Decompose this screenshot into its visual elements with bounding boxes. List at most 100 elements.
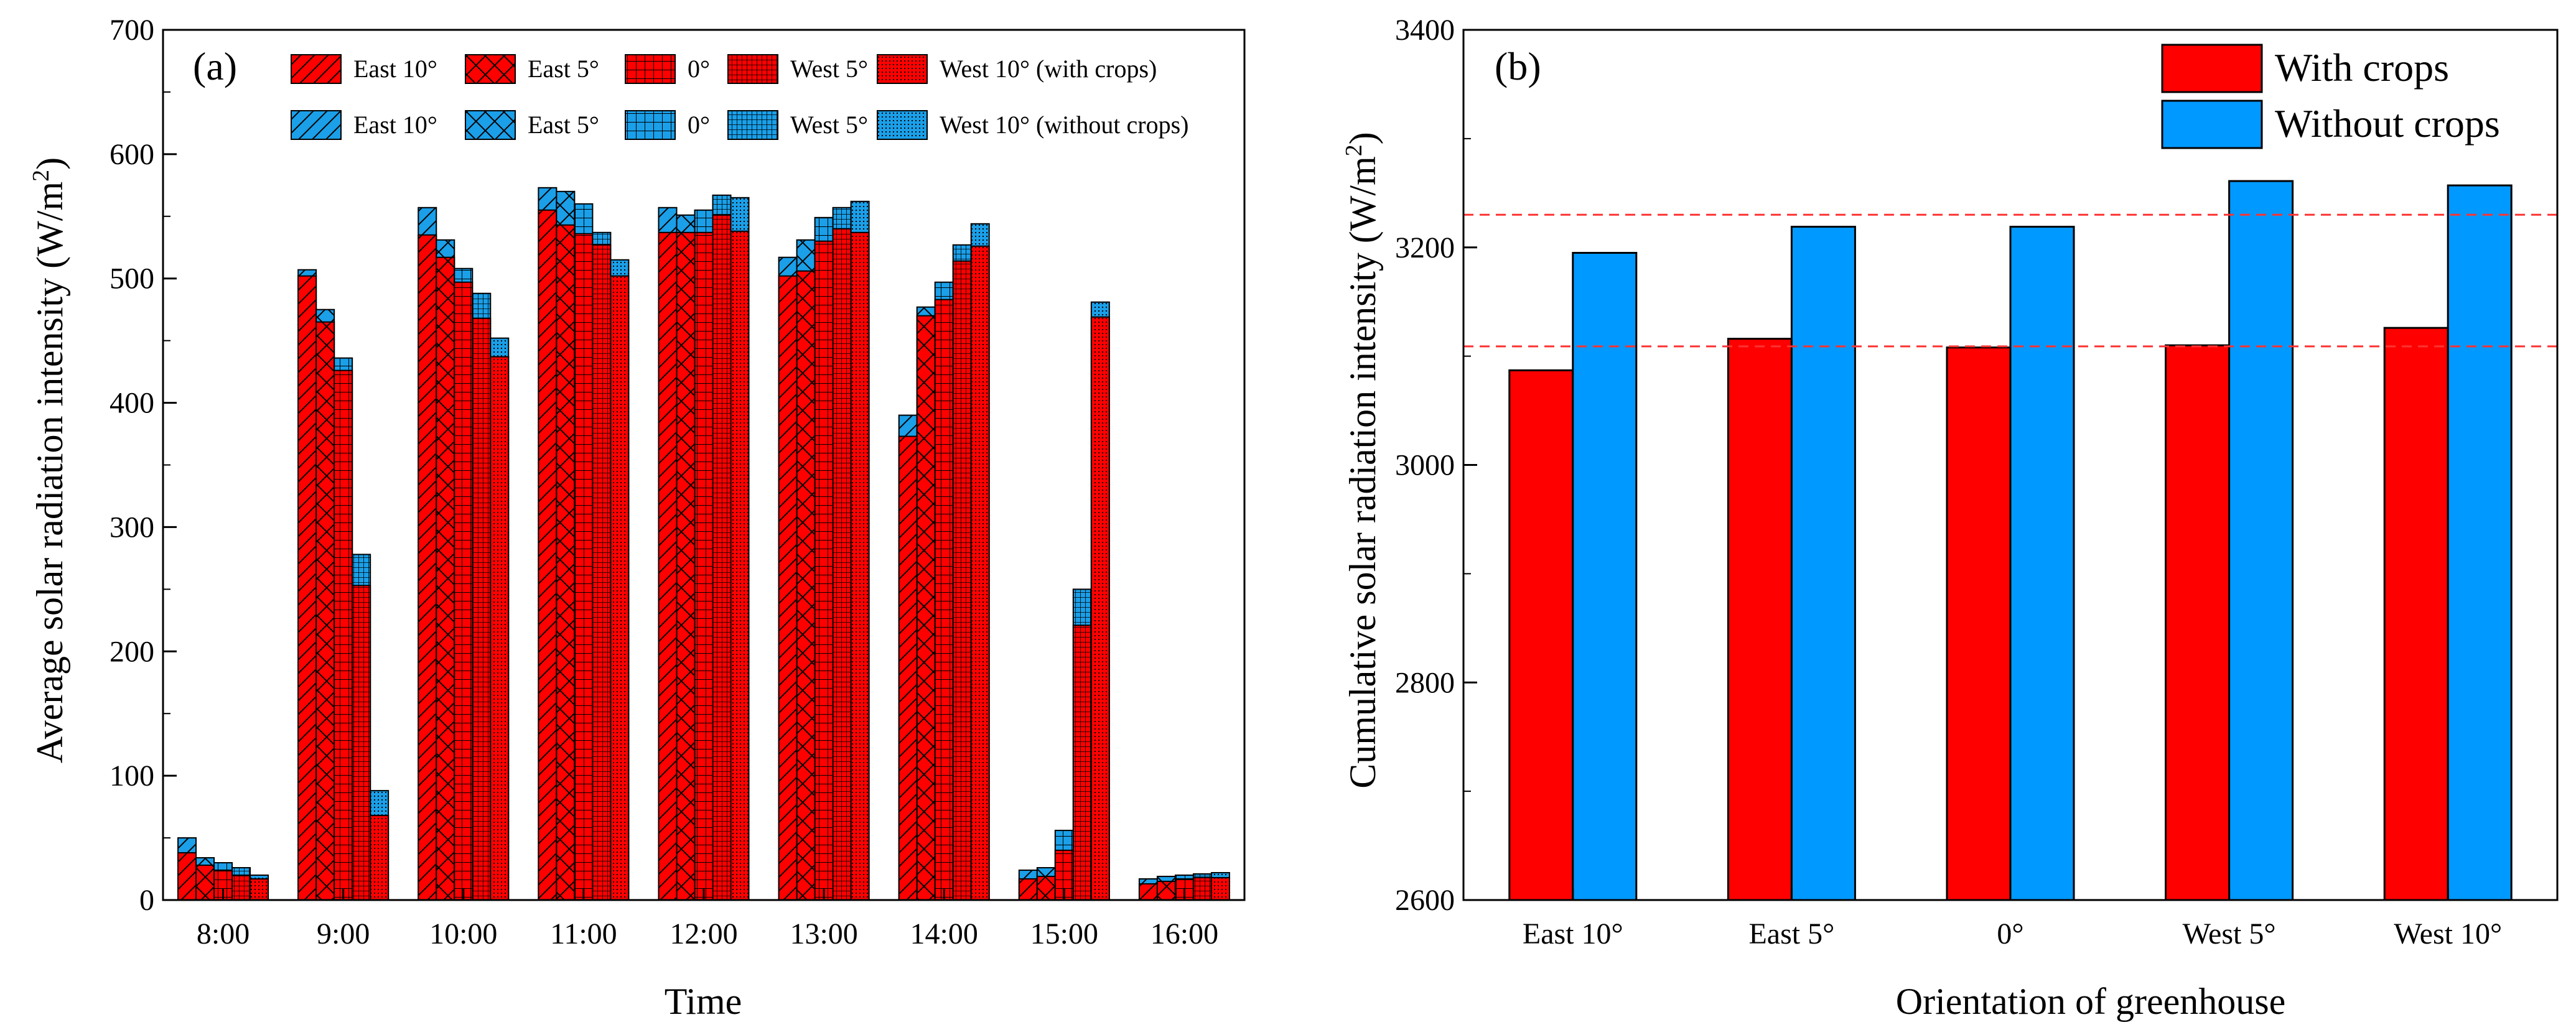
bar-a-with-crops-hatch bbox=[796, 271, 815, 900]
bar-a-with-crops-hatch bbox=[454, 282, 473, 901]
bar-a-with-crops-hatch bbox=[556, 225, 575, 900]
panel-b-y-tick-label: 3200 bbox=[1395, 231, 1455, 264]
bar-a-with-crops-hatch bbox=[490, 356, 509, 900]
bar-a-with-crops-hatch bbox=[196, 865, 215, 900]
bar-a-with-crops-hatch bbox=[833, 228, 851, 900]
panel-a-x-tick-label: 10:00 bbox=[429, 917, 497, 950]
panel-b-y-tick-label: 3400 bbox=[1395, 14, 1455, 47]
bar-a-with-crops-hatch bbox=[953, 261, 971, 901]
panel-a-y-tick-label: 400 bbox=[110, 387, 154, 420]
panel-a-x-axis: 8:00 9:00 10:00 11:00 12:00 13:00 14:00 15:00 16… bbox=[197, 889, 1218, 950]
panel-a-legend-label: East 5° bbox=[528, 55, 599, 83]
panel-a-legend-label: 0° bbox=[688, 55, 710, 83]
panel-b-reference-lines bbox=[1463, 213, 2557, 348]
panel-a-legend-swatch-hatch bbox=[465, 111, 515, 139]
bar-a-with-crops-hatch bbox=[1193, 878, 1211, 900]
bar-a-with-crops-hatch bbox=[370, 815, 389, 900]
panel-a-x-tick-label: 14:00 bbox=[910, 917, 978, 950]
panel-a-x-tick-label: 8:00 bbox=[197, 917, 250, 950]
bar-a-with-crops-hatch bbox=[298, 276, 317, 900]
bar-a-with-crops-hatch bbox=[232, 875, 251, 900]
bar-a-with-crops-hatch bbox=[1037, 876, 1055, 900]
panel-b-y-axis-label: Cumulative solar radiation intensity (W/… bbox=[1341, 132, 1383, 788]
panel-a-x-tick-label: 15:00 bbox=[1030, 917, 1098, 950]
panel-a-legend-swatch-hatch bbox=[625, 111, 675, 139]
bar-a-with-crops-hatch bbox=[1157, 881, 1175, 900]
panel-b-bars bbox=[1508, 180, 2513, 901]
bar-b-with-crops bbox=[2165, 344, 2231, 901]
bar-a-with-crops-hatch bbox=[917, 315, 935, 901]
panel-b-legend-label: Without crops bbox=[2275, 101, 2500, 146]
bar-b-without-crops bbox=[2447, 184, 2513, 901]
panel-a-legend-label: West 5° bbox=[790, 111, 868, 139]
panel-a-legend-swatch-hatch bbox=[465, 55, 515, 83]
bar-a-with-crops-hatch bbox=[250, 879, 269, 900]
bar-a-with-crops-hatch bbox=[178, 853, 197, 900]
panel-a-x-tick-label: 13:00 bbox=[790, 917, 857, 950]
panel-a-legend-label: West 10° (without crops) bbox=[940, 111, 1189, 139]
panel-a-legend-swatch-hatch bbox=[728, 111, 778, 139]
bar-a-with-crops-hatch bbox=[676, 232, 695, 901]
bar-b-without-crops bbox=[1790, 226, 1856, 901]
panel-a-bars bbox=[177, 187, 1230, 901]
bar-a-with-crops-hatch bbox=[610, 276, 629, 900]
panel-a-legend-swatch-hatch bbox=[625, 55, 675, 83]
bar-a-with-crops-hatch bbox=[352, 585, 371, 900]
panel-a-legend-label: West 10° (with crops) bbox=[940, 55, 1157, 83]
panel-a-legend-label: West 5° bbox=[790, 55, 868, 83]
panel-b-x-tick-label: East 10° bbox=[1523, 917, 1623, 950]
panel-a-legend-label: East 5° bbox=[528, 111, 599, 139]
bar-a-with-crops-hatch bbox=[1019, 879, 1037, 900]
panel-b-x-tick-label: West 5° bbox=[2183, 917, 2276, 950]
bar-a-with-crops-hatch bbox=[1091, 317, 1109, 900]
panel-a: 0 100 200 300 400 500 600 700 8:00 9:00 10:00 11:0… bbox=[28, 14, 1246, 1022]
panel-a-y-tick-label: 700 bbox=[110, 14, 154, 47]
bar-b-without-crops bbox=[2009, 226, 2075, 901]
panel-b-y-axis: 2600 2800 3000 3200 3400 bbox=[1395, 14, 1477, 917]
panel-a-legend-swatch-hatch bbox=[291, 55, 341, 83]
panel-b-x-tick-label: 0° bbox=[1997, 917, 2023, 950]
bar-a-with-crops-hatch bbox=[418, 234, 437, 900]
bar-a-with-crops-hatch bbox=[778, 276, 797, 900]
bar-a-with-crops-hatch bbox=[898, 436, 917, 900]
bar-a-with-crops-hatch bbox=[730, 231, 749, 901]
panel-b-y-tick-label: 2600 bbox=[1395, 884, 1455, 917]
panel-a-y-tick-label: 300 bbox=[110, 511, 154, 544]
panel-b-legend-label: With crops bbox=[2275, 45, 2449, 90]
bar-b-without-crops bbox=[2228, 180, 2294, 901]
bar-a-with-crops-hatch bbox=[814, 241, 833, 901]
bar-a-with-crops-hatch bbox=[1073, 625, 1091, 900]
panel-a-x-tick-label: 16:00 bbox=[1150, 917, 1218, 950]
panel-a-y-axis: 0 100 200 300 400 500 600 700 bbox=[110, 14, 177, 917]
bar-b-with-crops bbox=[1727, 338, 1793, 901]
bar-a-with-crops-hatch bbox=[935, 299, 953, 900]
bar-a-with-crops-hatch bbox=[574, 233, 593, 900]
panel-a-y-axis-label: Average solar radiation intensity (W/m2) bbox=[28, 157, 70, 763]
panel-b-y-tick-label: 2800 bbox=[1395, 666, 1455, 699]
bar-a-with-crops-hatch bbox=[658, 232, 677, 901]
panel-a-y-tick-label: 500 bbox=[110, 262, 154, 295]
bar-a-with-crops-hatch bbox=[592, 244, 611, 900]
bar-b-with-crops bbox=[1508, 369, 1574, 901]
panel-a-x-tick-label: 12:00 bbox=[670, 917, 737, 950]
panel-a-x-tick-label: 9:00 bbox=[317, 917, 370, 950]
bar-a-with-crops-hatch bbox=[472, 318, 491, 900]
bar-b-with-crops bbox=[1946, 346, 2012, 901]
bar-a-with-crops-hatch bbox=[538, 210, 557, 900]
panel-a-y-tick-label: 0 bbox=[139, 884, 154, 917]
panel-a-legend-label: 0° bbox=[688, 111, 710, 139]
panel-a-legend: East 10° East 5° 0° West 5° West 10° (with c… bbox=[291, 54, 1189, 140]
panel-a-legend-swatch-hatch bbox=[291, 111, 341, 139]
panel-a-x-tick-label: 11:00 bbox=[550, 917, 617, 950]
panel-a-legend-label: East 10° bbox=[353, 111, 437, 139]
panel-a-x-axis-label: Time bbox=[665, 981, 742, 1022]
panel-b-x-axis: East 10° East 5° 0° West 5° West 10° bbox=[1523, 889, 2502, 950]
panel-a-y-tick-label: 600 bbox=[110, 138, 154, 171]
panel-a-legend-swatch-hatch bbox=[877, 111, 927, 139]
panel-a-y-tick-label: 200 bbox=[110, 635, 154, 668]
bar-b-without-crops bbox=[1572, 251, 1638, 901]
panel-a-label: (a) bbox=[193, 44, 237, 88]
panel-b-legend-swatch bbox=[2161, 44, 2263, 93]
panel-b-legend-swatch bbox=[2161, 100, 2263, 149]
bar-a-with-crops-hatch bbox=[851, 232, 869, 901]
